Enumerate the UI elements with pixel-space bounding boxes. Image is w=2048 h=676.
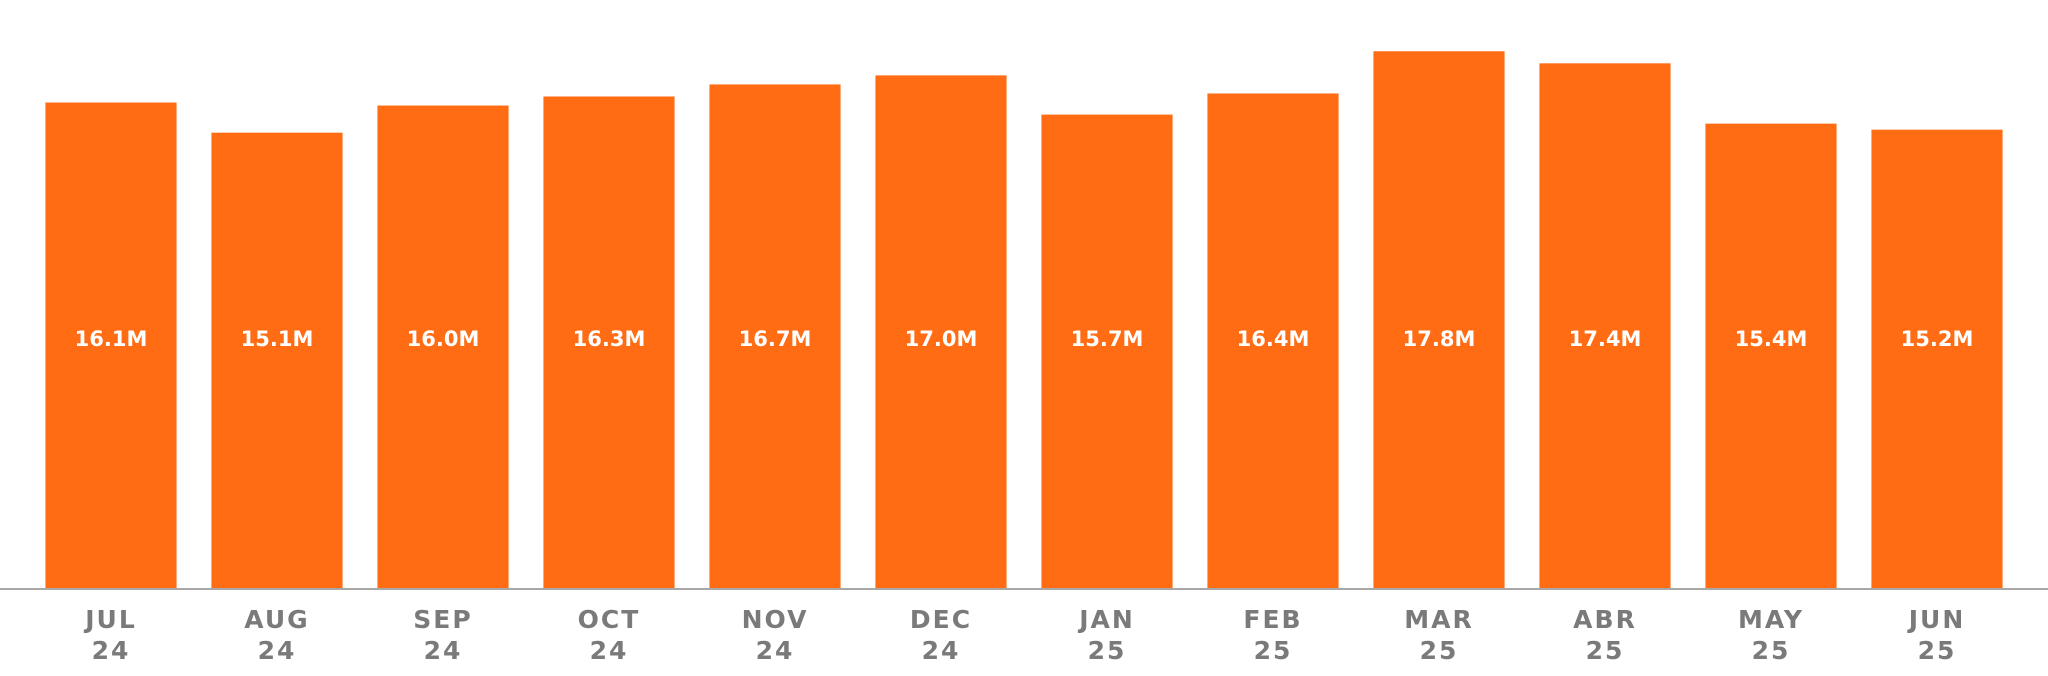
x-tick-label: NOV: [742, 605, 809, 634]
x-tick-label: 24: [756, 636, 795, 665]
value-label: 16.7M: [739, 327, 812, 351]
bar: [1871, 129, 2003, 588]
bar: [875, 75, 1007, 588]
x-tick-label: MAR: [1404, 605, 1473, 634]
value-label: 17.8M: [1403, 327, 1476, 351]
value-label: 16.0M: [407, 327, 480, 351]
x-tick-label: JAN: [1077, 605, 1135, 634]
bar: [1373, 51, 1505, 589]
value-label: 17.4M: [1569, 327, 1642, 351]
x-tick-label: 25: [1088, 636, 1127, 665]
x-tick-label: SEP: [413, 605, 472, 634]
value-label: 17.0M: [905, 327, 978, 351]
x-tick-label: 25: [1752, 636, 1791, 665]
x-tick-label: 24: [92, 636, 131, 665]
bar: [709, 84, 841, 588]
x-tick-label: 24: [590, 636, 629, 665]
x-tick-label: 25: [1420, 636, 1459, 665]
x-tick-label: ABR: [1573, 605, 1637, 634]
x-tick-label: 25: [1586, 636, 1625, 665]
x-tick-label: DEC: [910, 605, 972, 634]
value-label: 16.1M: [75, 327, 148, 351]
x-tick-label: 25: [1918, 636, 1957, 665]
x-tick-label: JUL: [83, 605, 137, 634]
bar: [543, 96, 675, 588]
x-tick-label: MAY: [1738, 605, 1804, 634]
value-label: 15.2M: [1901, 327, 1974, 351]
bar: [1041, 114, 1173, 588]
bar: [1207, 93, 1339, 588]
x-tick-label: FEB: [1243, 605, 1302, 634]
x-tick-label: OCT: [578, 605, 641, 634]
value-label: 15.1M: [241, 327, 314, 351]
x-tick-label: JUN: [1907, 605, 1966, 634]
bar: [1705, 123, 1837, 588]
value-label: 15.7M: [1071, 327, 1144, 351]
x-tick-label: 24: [424, 636, 463, 665]
x-tick-label: AUG: [244, 605, 309, 634]
value-label: 15.4M: [1735, 327, 1808, 351]
value-label: 16.4M: [1237, 327, 1310, 351]
x-tick-label: 25: [1254, 636, 1293, 665]
bar: [45, 102, 177, 589]
bar: [1539, 63, 1671, 589]
x-tick-label: 24: [258, 636, 297, 665]
bar: [377, 105, 509, 589]
bar: [211, 132, 343, 588]
x-tick-label: 24: [922, 636, 961, 665]
value-label: 16.3M: [573, 327, 646, 351]
